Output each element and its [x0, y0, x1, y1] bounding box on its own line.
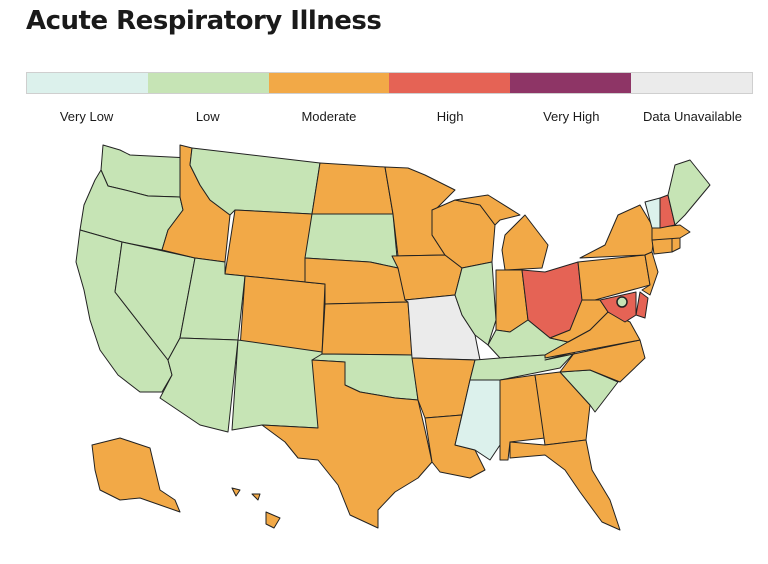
state-nc[interactable] [544, 339, 646, 383]
state-co[interactable] [239, 275, 326, 355]
state-az[interactable] [159, 337, 239, 433]
state-nd[interactable] [311, 162, 394, 215]
state-pa[interactable] [577, 254, 651, 301]
us-states-map [75, 144, 711, 531]
legend-label-high: High [436, 109, 464, 124]
state-ak[interactable] [91, 437, 181, 513]
state-mi[interactable] [454, 194, 549, 271]
legend-label-moderate: Moderate [301, 109, 357, 124]
map-title: Acute Respiratory Illness [26, 6, 382, 36]
legend-swatch-very-low [27, 73, 148, 93]
legend-labels: Very Low Low Moderate High Very High Dat… [26, 110, 753, 124]
legend-swatch-low [147, 73, 269, 93]
state-ny[interactable] [579, 204, 656, 259]
state-me[interactable] [667, 159, 711, 226]
legend-label-data-unavailable: Data Unavailable [642, 109, 742, 124]
state-nj[interactable] [641, 251, 659, 296]
state-wy[interactable] [224, 209, 313, 283]
legend-swatch-very-high [510, 73, 632, 93]
state-ks[interactable] [321, 301, 413, 356]
legend-label-low: Low [195, 109, 220, 124]
state-dc-marker[interactable] [616, 296, 628, 308]
legend-swatch-high [389, 73, 511, 93]
state-ct[interactable] [651, 237, 673, 255]
legend-label-very-high: Very High [543, 109, 600, 124]
state-il[interactable] [454, 261, 497, 346]
legend-swatch-moderate [268, 73, 390, 93]
state-ma[interactable] [651, 224, 691, 241]
state-ri[interactable] [671, 237, 681, 253]
legend-label-very-low: Very Low [59, 109, 114, 124]
state-fl[interactable] [509, 439, 621, 531]
state-tx[interactable] [261, 359, 433, 529]
legend-color-bar [26, 72, 753, 94]
state-nm[interactable] [231, 339, 323, 431]
state-de[interactable] [635, 291, 649, 319]
state-hi[interactable] [231, 487, 281, 529]
legend-swatch-data-unavailable [631, 73, 752, 93]
